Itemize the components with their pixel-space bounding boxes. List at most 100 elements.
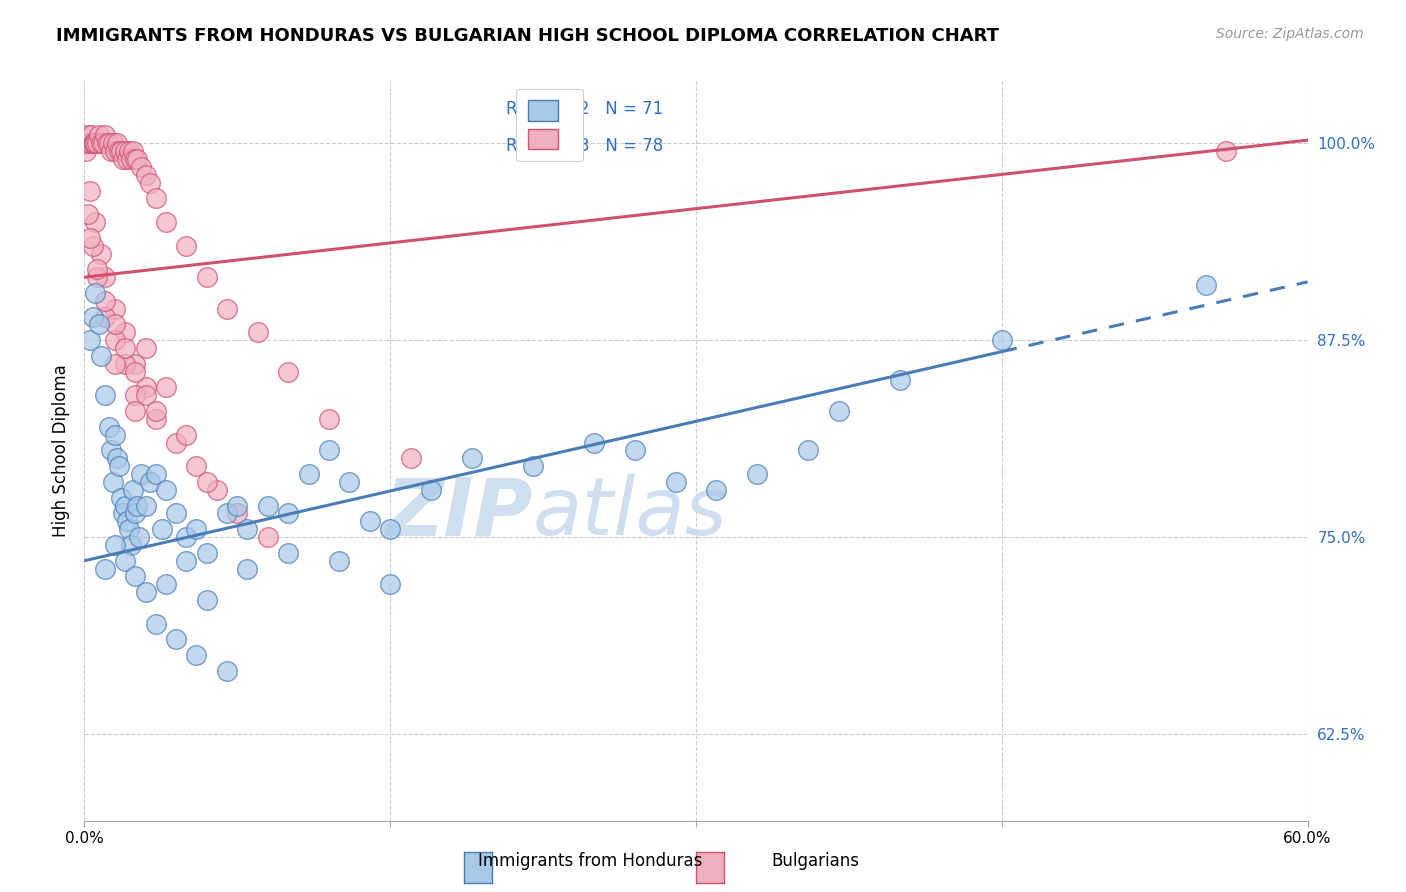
Point [90, 136, 112, 151]
Point [155, 577, 177, 591]
Point [120, 152, 142, 166]
Point [145, 404, 167, 418]
Point [108, 144, 131, 158]
Point [104, 357, 127, 371]
Point [104, 318, 127, 332]
Point [359, 514, 381, 528]
Point [318, 412, 340, 426]
Point [90, 246, 112, 260]
Point [79, 136, 101, 151]
Point [195, 546, 218, 560]
Y-axis label: High School Diploma: High School Diploma [52, 364, 70, 537]
Point [93, 270, 115, 285]
Point [75, 144, 97, 158]
Point [114, 341, 136, 355]
Point [114, 499, 136, 513]
Point [83, 285, 105, 300]
Point [93, 561, 115, 575]
Point [797, 443, 820, 458]
Point [174, 554, 197, 568]
Point [120, 538, 142, 552]
Point [138, 176, 160, 190]
Point [328, 554, 350, 568]
Point [86, 136, 108, 151]
Point [991, 333, 1014, 347]
Point [257, 499, 280, 513]
Point [1215, 144, 1237, 158]
Point [93, 388, 115, 402]
Point [339, 475, 361, 489]
Point [82, 310, 104, 324]
Point [186, 459, 208, 474]
Point [104, 144, 127, 158]
Point [1195, 278, 1218, 293]
Point [124, 569, 146, 583]
Point [226, 499, 249, 513]
Point [115, 152, 138, 166]
Text: Bulgarians: Bulgarians [772, 852, 859, 870]
Point [145, 467, 167, 481]
Point [83, 136, 105, 151]
Point [90, 349, 112, 363]
Point [114, 554, 136, 568]
Point [135, 380, 157, 394]
Point [122, 483, 145, 497]
Point [83, 215, 105, 229]
Point [105, 136, 128, 151]
Point [174, 238, 197, 252]
Point [174, 530, 197, 544]
Point [155, 215, 177, 229]
Point [665, 475, 688, 489]
Point [114, 144, 136, 158]
Point [122, 144, 145, 158]
Point [138, 475, 160, 489]
Point [420, 483, 443, 497]
Point [174, 427, 197, 442]
Point [101, 136, 124, 151]
Text: atlas: atlas [533, 475, 728, 552]
Point [828, 404, 851, 418]
Point [135, 341, 157, 355]
Text: IMMIGRANTS FROM HONDURAS VS BULGARIAN HIGH SCHOOL DIPLOMA CORRELATION CHART: IMMIGRANTS FROM HONDURAS VS BULGARIAN HI… [56, 27, 1000, 45]
Point [135, 585, 157, 599]
Text: ZIP: ZIP [385, 475, 533, 552]
Point [195, 270, 218, 285]
Point [145, 412, 167, 426]
Point [124, 365, 146, 379]
Point [318, 443, 340, 458]
Point [93, 293, 115, 308]
Point [104, 538, 127, 552]
Point [79, 333, 101, 347]
Point [87, 128, 110, 143]
Point [110, 491, 132, 505]
Point [217, 664, 239, 678]
Point [135, 168, 157, 182]
Point [706, 483, 728, 497]
Point [150, 522, 173, 536]
Point [112, 152, 135, 166]
Point [205, 483, 228, 497]
Point [195, 475, 218, 489]
Text: R = 0.223   N = 78: R = 0.223 N = 78 [506, 136, 664, 154]
Point [105, 451, 128, 466]
Point [83, 136, 105, 151]
Point [298, 467, 321, 481]
Point [145, 616, 167, 631]
Point [246, 326, 269, 340]
Point [165, 507, 187, 521]
Point [195, 593, 218, 607]
Point [97, 136, 120, 151]
Point [97, 420, 120, 434]
Point [277, 365, 299, 379]
Point [583, 435, 606, 450]
Point [236, 522, 259, 536]
Point [155, 483, 177, 497]
Point [131, 467, 153, 481]
Point [257, 530, 280, 544]
Point [115, 514, 138, 528]
Point [108, 459, 131, 474]
Point [93, 128, 115, 143]
Point [80, 128, 103, 143]
Point [461, 451, 484, 466]
Point [118, 522, 141, 536]
